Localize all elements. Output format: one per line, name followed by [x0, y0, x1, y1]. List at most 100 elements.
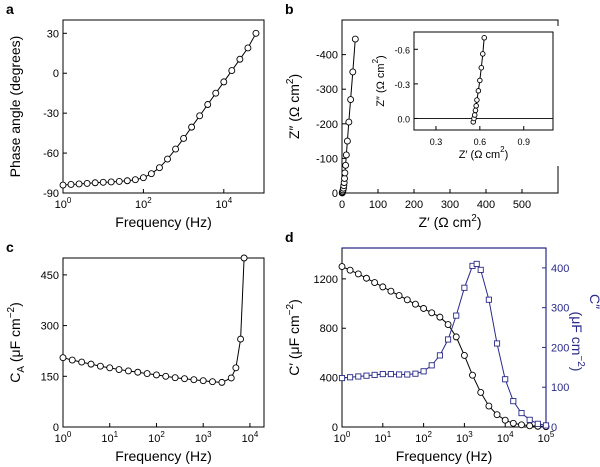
data-point — [218, 378, 226, 386]
inset-y-axis-label: Z″ (Ω cm2) — [371, 55, 387, 106]
x-tick-base: 10 — [415, 433, 427, 445]
x-tick-label: 104 — [215, 196, 232, 211]
y2-axis-label-end: ) — [569, 367, 585, 372]
y-tick-label: -30 — [43, 108, 59, 120]
y2-data-point — [493, 340, 501, 347]
data-point — [403, 296, 411, 304]
x-tick-label: 105 — [538, 430, 555, 445]
x-tick-base: 10 — [215, 199, 227, 211]
y-tick-label: 0 — [53, 422, 59, 434]
x-axis-label: Frequency (Hz) — [396, 448, 492, 464]
y-tick-label: 400 — [320, 373, 338, 385]
y2-data-point — [412, 370, 419, 377]
y-tick-label: -90 — [43, 188, 59, 200]
x-tick-label: 100 — [334, 430, 351, 445]
x-tick-label: 200 — [405, 199, 423, 211]
y-axis-label: Z″ (Ω cm2) — [285, 74, 302, 139]
data-point — [338, 263, 346, 270]
data-point — [67, 181, 75, 188]
inset-data-point — [475, 88, 482, 94]
y-tick-label: 450 — [41, 270, 59, 282]
data-point — [237, 335, 245, 343]
x-tick-label: 100 — [369, 199, 387, 211]
inset-data-point — [481, 35, 487, 41]
data-point — [59, 181, 67, 189]
y-tick-label: 0 — [53, 68, 59, 80]
y2-data-point — [363, 372, 370, 379]
data-point — [395, 292, 403, 299]
y-tick-label: 0 — [332, 422, 338, 434]
x-tick-label: 101 — [374, 430, 391, 445]
data-point — [349, 68, 357, 76]
data-point — [78, 358, 86, 366]
data-point — [526, 422, 534, 430]
data-point — [444, 321, 452, 328]
y-tick-label: -60 — [43, 148, 59, 160]
x-tick-exp: 1 — [114, 430, 119, 439]
data-point — [501, 416, 509, 424]
x-tick-base: 10 — [334, 433, 346, 445]
data-point — [518, 421, 525, 429]
data-point — [75, 180, 83, 188]
y-tick-label: 0 — [332, 188, 338, 200]
x-tick-base: 10 — [135, 199, 147, 211]
inset-data-point — [471, 112, 478, 118]
data-point — [228, 67, 236, 75]
data-point — [227, 374, 235, 382]
x-tick-exp: 0 — [346, 430, 351, 439]
data-point — [96, 362, 104, 370]
inset-data-point — [473, 103, 479, 109]
y-axis-label: C′ (μF cm−2) — [285, 299, 302, 376]
x-tick-label: 103 — [195, 430, 212, 445]
x-axis-label-sup: 2 — [471, 213, 477, 224]
x-tick-exp: 2 — [427, 430, 432, 439]
data-point — [379, 283, 387, 291]
x-tick-label: 102 — [135, 196, 152, 211]
x-tick-label: 103 — [456, 430, 473, 445]
data-point — [436, 313, 444, 321]
y2-data-point — [428, 362, 435, 369]
inset-data-point — [477, 77, 483, 84]
panel-letter: a — [6, 1, 14, 17]
y2-axis-label-line2: (μF cm−2) — [569, 312, 586, 372]
inset-y-axis-label-end: ) — [375, 55, 387, 59]
data-point — [347, 96, 355, 104]
data-point — [342, 161, 350, 169]
y-axis-label-sup: −2 — [6, 306, 17, 318]
data-point — [91, 179, 99, 187]
y-axis-label-main: C — [7, 373, 23, 383]
x-tick-label: 300 — [441, 199, 459, 211]
data-point — [115, 366, 123, 373]
x-tick-exp: 0 — [67, 430, 72, 439]
data-point — [387, 287, 395, 295]
y-axis-label-sup: 2 — [285, 78, 296, 84]
data-point — [212, 89, 220, 97]
data-point — [342, 151, 350, 159]
x-tick-label: 104 — [242, 430, 259, 445]
panel-d: 100 101 102 103 104 10504008001200dFrequency … — [285, 229, 600, 464]
y-tick-label: 30 — [47, 28, 59, 40]
y2-data-point — [371, 371, 378, 378]
x-tick-exp: 4 — [228, 196, 233, 205]
x-tick-base: 10 — [538, 433, 550, 445]
y-tick-label: -200 — [316, 119, 338, 131]
x-tick-exp: 3 — [468, 430, 473, 439]
data-point — [354, 270, 362, 278]
y2-data-point — [453, 312, 460, 319]
y2-axis-label-main: (μF cm — [569, 312, 585, 356]
data-point — [196, 112, 204, 120]
x-tick-exp: 2 — [147, 196, 152, 205]
x-tick-label: 101 — [101, 430, 118, 445]
data-point — [220, 78, 228, 86]
data-point — [147, 170, 155, 178]
y2-data-point — [436, 352, 443, 359]
x-axis-label-main: Z′ (Ω cm — [419, 214, 472, 230]
data-point — [343, 137, 351, 145]
x-tick-exp: 2 — [160, 430, 165, 439]
inset-x-axis-label-sup: 2 — [500, 145, 505, 154]
x-tick-label: 100 — [55, 196, 72, 211]
x-tick-exp: 1 — [387, 430, 392, 439]
x-tick-exp: 4 — [509, 430, 514, 439]
x-axis-label: Frequency (Hz) — [115, 448, 211, 464]
data-point — [180, 134, 188, 142]
